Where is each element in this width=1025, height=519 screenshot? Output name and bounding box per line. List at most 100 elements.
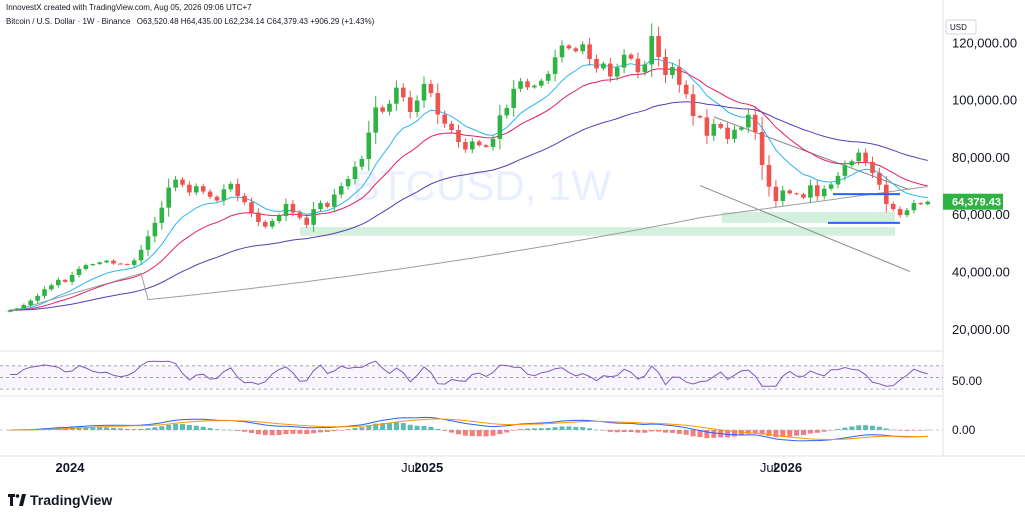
candle-96	[670, 67, 675, 76]
macd-histogram-bar	[883, 428, 889, 430]
candle-97	[677, 67, 682, 85]
macd-histogram-bar	[283, 430, 289, 435]
candle-100	[697, 115, 703, 118]
macd-histogram-bar	[193, 425, 199, 430]
candle-52	[366, 132, 372, 159]
macd-histogram-bar	[656, 430, 662, 432]
tradingview-logo[interactable]: TradingView	[8, 491, 112, 509]
candle-85	[594, 58, 599, 69]
support-zone-upper	[722, 211, 895, 223]
candle-103	[718, 124, 723, 128]
candle-64	[449, 123, 454, 131]
macd-histogram-bar	[614, 430, 620, 433]
macd-histogram-bar	[538, 428, 544, 430]
candle-10	[76, 268, 82, 275]
last-price-label: 64,379.43	[952, 197, 1001, 209]
candle-133	[925, 201, 930, 205]
symbol-line: Bitcoin / U.S. Dollar · 1W · Binance O63…	[6, 17, 374, 26]
candle-40	[283, 203, 289, 216]
macd-histogram-bar	[573, 426, 579, 430]
macd-histogram-bar	[828, 430, 834, 431]
price-tick-label: 100,000.00	[952, 93, 1017, 108]
macd-histogram-bar	[304, 430, 310, 435]
candle-20	[145, 236, 151, 250]
candle-125	[870, 161, 875, 173]
candle-104	[725, 127, 730, 139]
macd-histogram-bar	[124, 428, 130, 430]
candle-45	[318, 203, 323, 210]
candle-22	[159, 207, 165, 223]
price-axis[interactable]: 120,000.00 100,000.00 80,000.00 60,000.00 40…	[952, 35, 1017, 336]
candle-6	[49, 285, 54, 290]
candle-69	[483, 145, 489, 147]
candle-30	[214, 196, 220, 201]
macd-histogram-bar	[807, 430, 813, 434]
candle-94	[656, 36, 661, 57]
macd-histogram-bar	[752, 430, 758, 434]
macd-histogram-bar	[380, 423, 386, 430]
macd-histogram-bar	[318, 430, 323, 433]
macd-histogram-bar	[338, 430, 344, 431]
macd-histogram-bar	[469, 430, 475, 437]
macd-histogram-bar	[897, 430, 903, 431]
macd-histogram-bar	[600, 430, 606, 431]
candle-87	[608, 63, 613, 77]
candle-35	[249, 202, 254, 213]
macd-histogram-bar	[311, 430, 317, 434]
symbol-name[interactable]: Bitcoin / U.S. Dollar · 1W · Binance	[6, 17, 131, 26]
candle-56	[394, 87, 399, 104]
macd-histogram-bar	[904, 430, 910, 431]
candle-72	[504, 107, 510, 116]
candle-8	[62, 279, 68, 282]
macd-histogram-bar	[421, 425, 427, 430]
candle-29	[207, 191, 213, 197]
candle-82	[573, 48, 579, 52]
candle-76	[532, 85, 537, 88]
macd-histogram-bar	[462, 430, 468, 436]
macd-histogram-bar	[352, 428, 358, 430]
macd-histogram-bar	[366, 425, 372, 430]
rsi-band	[0, 365, 943, 390]
macd-histogram-bar	[331, 430, 337, 432]
macd-histogram-bar	[663, 430, 668, 433]
macd-histogram-bar	[104, 427, 110, 430]
currency-box[interactable]	[945, 19, 977, 35]
candle-88	[614, 67, 620, 77]
macd-histogram-bar	[835, 429, 841, 430]
candle-101	[704, 117, 710, 136]
macd-histogram-bar	[83, 426, 89, 430]
candle-0	[7, 310, 13, 312]
time-axis[interactable]: 2024Jul2025Jul2026Jul	[56, 460, 1025, 475]
candle-42	[297, 212, 303, 218]
macd-histogram-bar	[117, 428, 123, 430]
macd-histogram-bar	[518, 429, 524, 430]
tradingview-brand: TradingView	[30, 492, 113, 508]
macd-histogram-bar	[732, 430, 737, 437]
macd-histogram-bar	[552, 427, 558, 430]
candle-113	[787, 190, 792, 194]
macd-histogram-bar	[842, 427, 848, 430]
candle-77	[539, 80, 544, 86]
macd-histogram-bar	[821, 430, 827, 432]
macd-tick-label: 0.00	[952, 423, 976, 437]
macd-histogram-bar	[393, 422, 399, 430]
candle-83	[580, 44, 585, 52]
candle-105	[732, 129, 737, 139]
candle-119	[828, 184, 834, 189]
candle-55	[387, 103, 392, 112]
macd-histogram-bar	[635, 430, 641, 433]
candle-14	[104, 260, 109, 263]
macd-histogram-bar	[711, 430, 717, 438]
macd-histogram-bar	[214, 429, 220, 430]
candle-36	[256, 212, 261, 222]
moving-averages	[9, 58, 928, 313]
macd-histogram-bar	[766, 430, 772, 436]
macd-histogram-bar	[145, 428, 151, 430]
candle-7	[56, 279, 61, 286]
candle-114	[794, 193, 799, 195]
candle-16	[118, 263, 123, 265]
macd-histogram-bar	[262, 430, 268, 436]
candle-99	[690, 94, 696, 116]
macd-histogram-bar	[359, 427, 365, 430]
candle-65	[456, 130, 461, 143]
